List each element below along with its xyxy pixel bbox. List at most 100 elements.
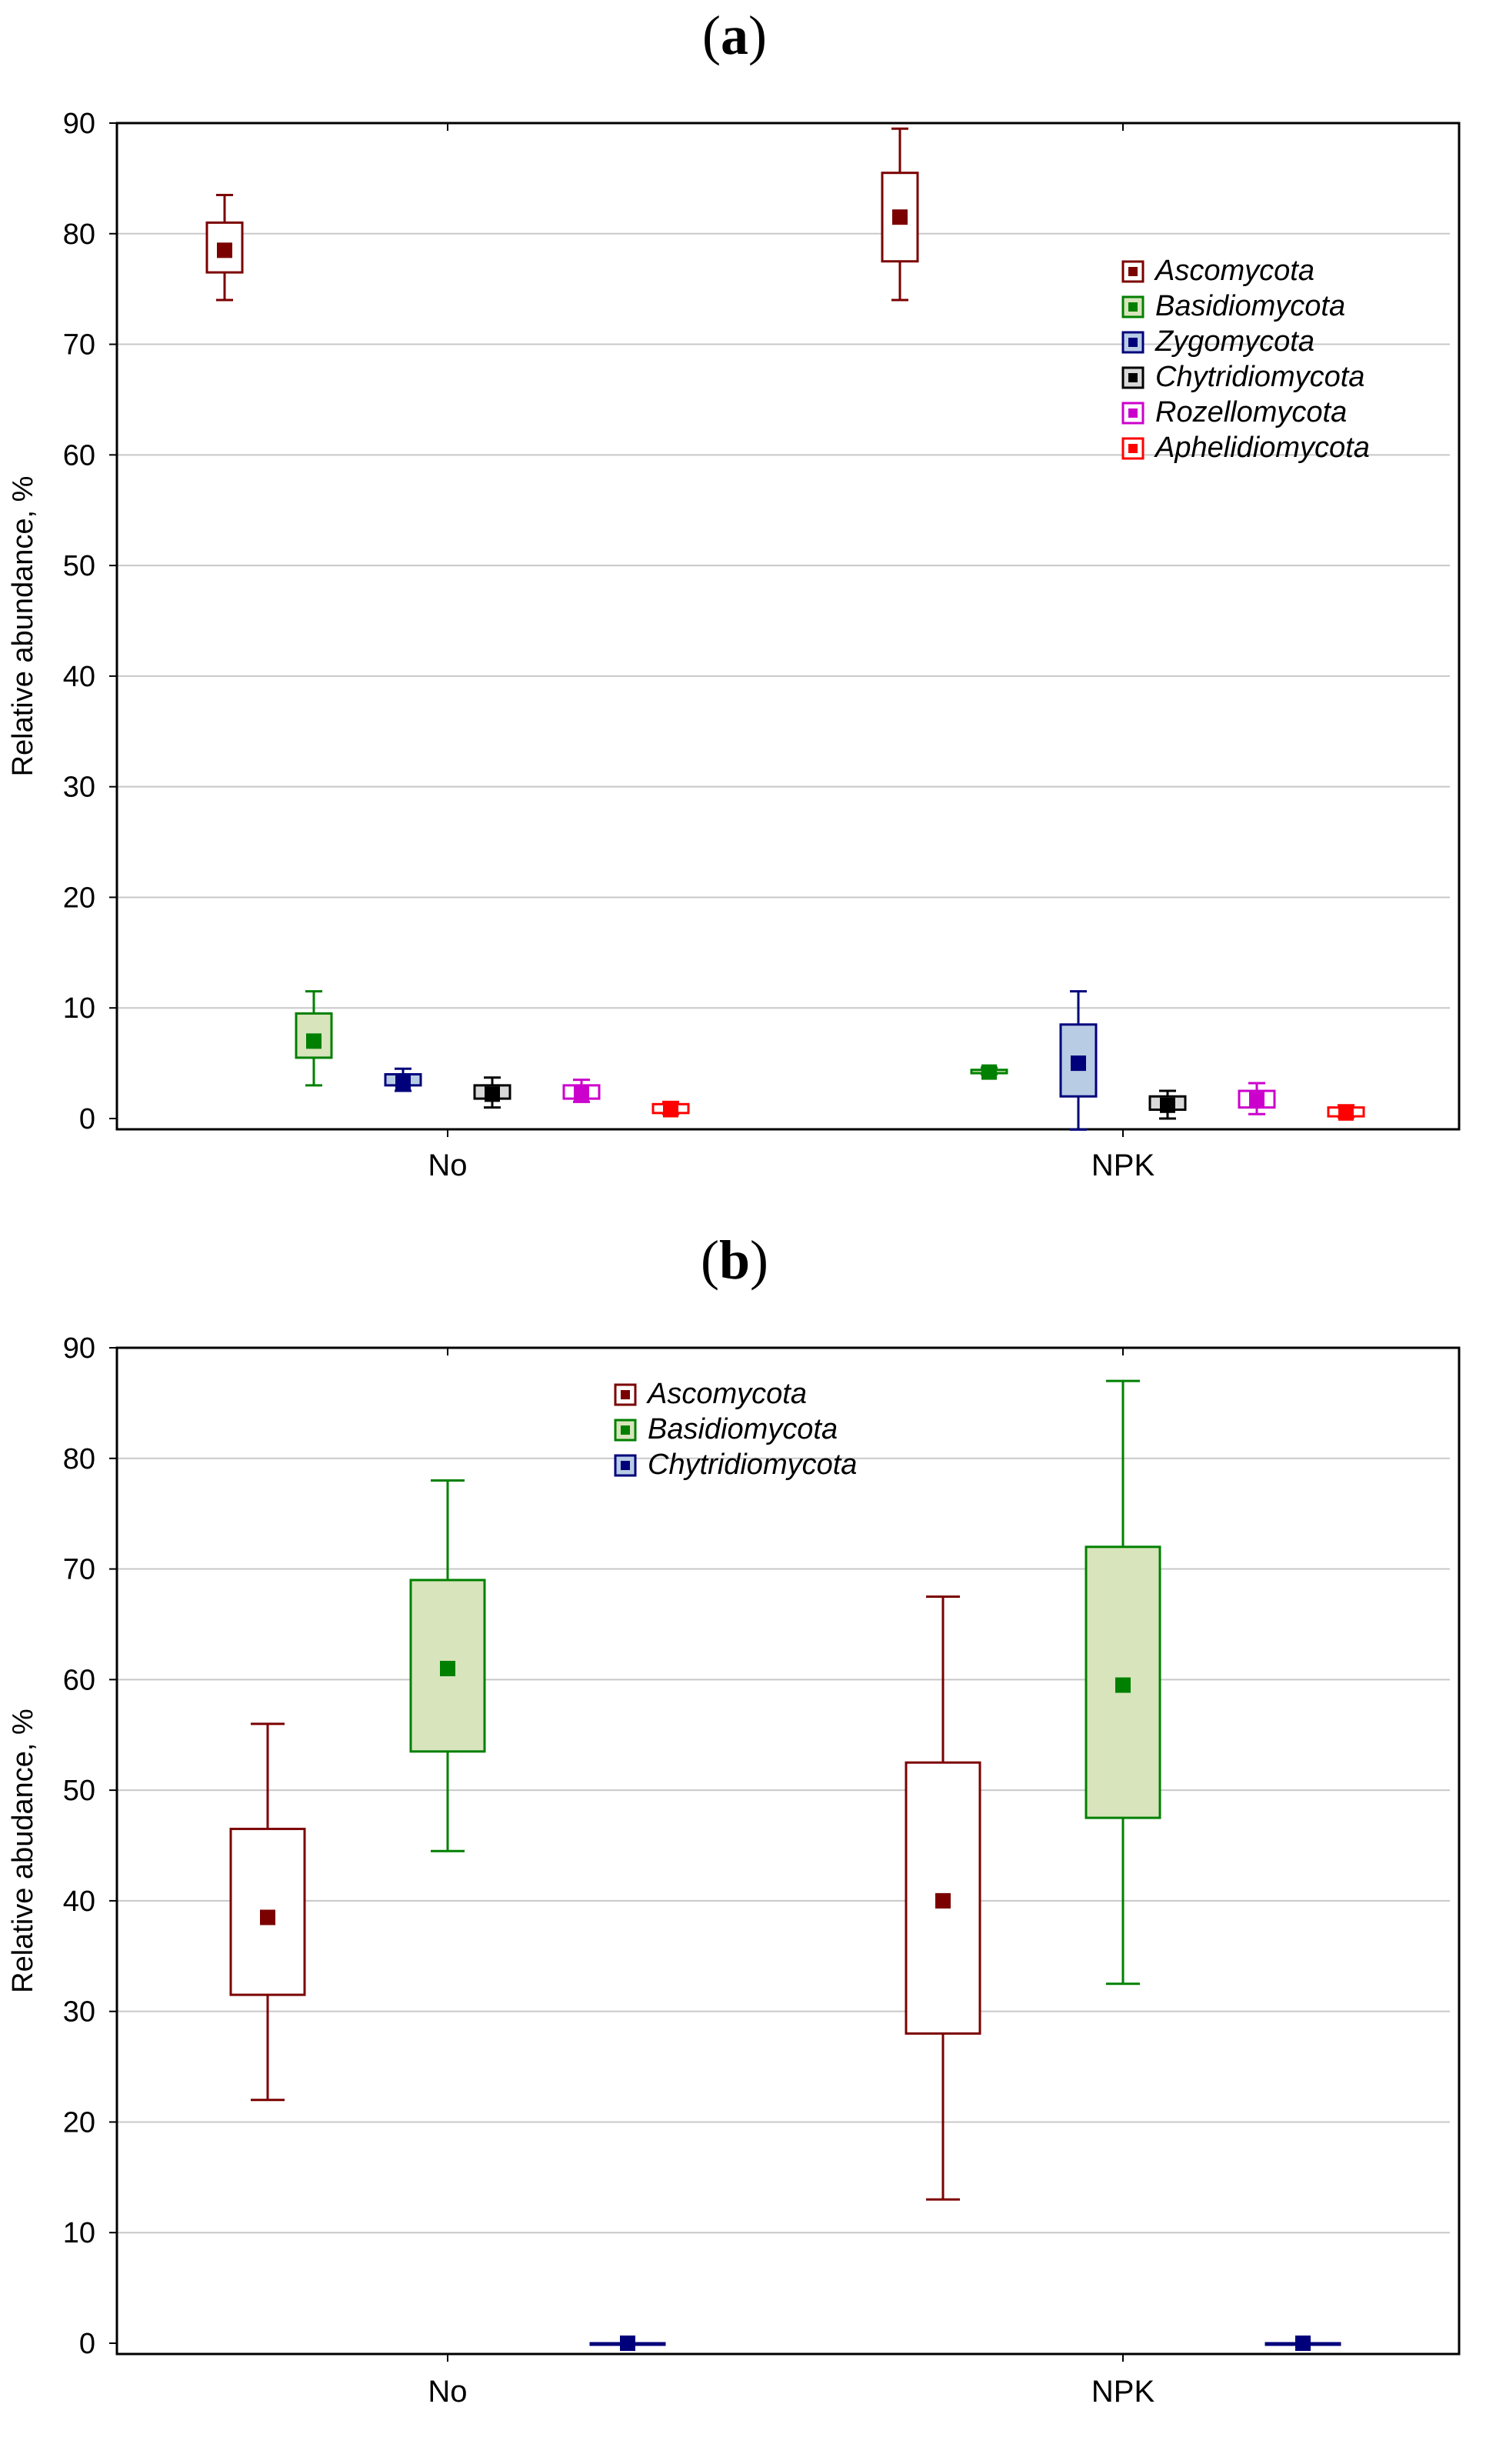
y-tick-label: 50: [63, 1775, 95, 1807]
y-tick-label: 30: [63, 1996, 95, 2029]
legend-swatch-marker: [1128, 302, 1138, 312]
legend-swatch-marker: [1128, 408, 1138, 418]
panel-label: (a): [702, 5, 767, 66]
median-marker: [395, 1075, 411, 1091]
panel-label-close: ): [750, 1229, 768, 1291]
y-tick-label: 40: [63, 1886, 95, 1918]
legend-item: Ascomycota: [614, 1378, 807, 1410]
y-tick-label: 70: [63, 329, 95, 362]
box-zygomycota-npk: [1059, 990, 1098, 1131]
y-tick-label: 10: [63, 992, 95, 1025]
legend-item: Rozellomycota: [1121, 396, 1347, 428]
median-marker: [440, 1660, 455, 1676]
panel-label-open: (: [702, 5, 721, 66]
y-tick-label: 60: [63, 1664, 95, 1696]
legend-label: Ascomycota: [1154, 255, 1314, 287]
box-zygomycota-no: [384, 1067, 422, 1092]
box-chytridiomycota-no: [473, 1076, 511, 1109]
y-tick-label: 90: [63, 1332, 95, 1365]
legend-label: Basidiomycota: [1155, 290, 1345, 322]
median-marker: [981, 1064, 997, 1080]
legend-item: Chytridiomycota: [1121, 361, 1364, 393]
y-axis-label: Relative abundance, %: [7, 476, 39, 777]
x-category-label: NPK: [1091, 1149, 1155, 1182]
median-marker: [574, 1085, 589, 1101]
legend-swatch-marker: [621, 1425, 630, 1435]
legend-swatch-marker: [1128, 444, 1138, 453]
panel-label: (b): [701, 1229, 768, 1291]
box-basidiomycota-no: [409, 1479, 486, 1852]
legend-swatch: [614, 1383, 637, 1406]
plot-frame: [115, 122, 1461, 1131]
legend-item: Basidiomycota: [614, 1413, 838, 1445]
legend-swatch-marker: [621, 1461, 630, 1470]
y-tick-label: 80: [63, 218, 95, 251]
legend-swatch: [1121, 402, 1144, 425]
chart-panel-a: (a) 0 10 20 30 40 50 60 70 80 90 No NPK Relative abun…: [7, 5, 1461, 1182]
y-tick-label: 0: [79, 2328, 95, 2360]
legend-label: Chytridiomycota: [648, 1449, 857, 1481]
box-rozellomycota-no: [562, 1079, 601, 1103]
y-axis-label: Relative abudance, %: [7, 1709, 39, 1993]
median-marker: [620, 2336, 635, 2351]
median-marker: [1338, 1105, 1354, 1121]
box-basidiomycota-npk: [970, 1064, 1008, 1080]
box-aphelidiomycota-no: [651, 1100, 690, 1118]
box-chytridiomycota-npk: [1148, 1089, 1187, 1120]
x-category-label: NPK: [1091, 2375, 1155, 2409]
legend-label: Rozellomycota: [1155, 396, 1347, 428]
box-rozellomycota-npk: [1238, 1082, 1276, 1115]
x-category-label: No: [428, 2375, 467, 2409]
median-marker: [1249, 1092, 1264, 1108]
legend-swatch: [1121, 331, 1144, 354]
legend-item: Chytridiomycota: [614, 1449, 857, 1481]
box-basidiomycota-npk: [1085, 1379, 1161, 1986]
y-tick-label: 70: [63, 1554, 95, 1586]
legend-label: Aphelidiomycota: [1154, 432, 1370, 464]
chart-panel-b: (b) 0 10 20 30 40 50 60 70 80 90 No NPK Relative abud…: [7, 1229, 1461, 2409]
legend-swatch-marker: [1128, 267, 1138, 276]
median-marker: [1115, 1677, 1131, 1693]
median-marker: [1071, 1055, 1086, 1072]
median-marker: [1160, 1097, 1175, 1113]
y-tick-label: 30: [63, 772, 95, 804]
y-tick-label: 20: [63, 882, 95, 914]
legend-item: Aphelidiomycota: [1121, 432, 1370, 464]
box-chytridiomycota-no: [589, 2336, 666, 2351]
median-marker: [1295, 2336, 1311, 2351]
median-marker: [663, 1102, 678, 1118]
median-marker: [485, 1086, 500, 1102]
legend-swatch: [1121, 437, 1144, 460]
panel-label-close: ): [748, 5, 767, 66]
box-basidiomycota-no: [295, 990, 333, 1087]
box-chytridiomycota-npk: [1264, 2336, 1341, 2351]
median-marker: [217, 242, 232, 258]
y-tick-label: 20: [63, 2106, 95, 2139]
y-tick-label: 90: [63, 108, 95, 140]
x-category-label: No: [428, 1149, 467, 1182]
y-tick-label: 40: [63, 661, 95, 693]
y-tick-label: 0: [79, 1103, 95, 1135]
box-ascomycota-npk: [905, 1595, 981, 2201]
box-aphelidiomycota-npk: [1327, 1104, 1365, 1121]
legend-swatch-marker: [1128, 338, 1138, 347]
legend: AscomycotaBasidiomycotaZygomycotaChytrid…: [1121, 255, 1370, 464]
box-ascomycota-no: [229, 1722, 306, 2102]
iqr-box: [1059, 1023, 1098, 1098]
legend-label: Zygomycota: [1154, 325, 1314, 358]
legend-label: Ascomycota: [646, 1378, 807, 1410]
legend-item: Basidiomycota: [1121, 290, 1345, 322]
y-tick-label: 50: [63, 550, 95, 582]
median-marker: [306, 1033, 322, 1049]
plot-frame: [115, 1346, 1461, 2356]
panel-label-letter: b: [719, 1229, 750, 1291]
median-marker: [260, 1909, 275, 1926]
median-marker: [892, 209, 908, 225]
box-ascomycota-npk: [881, 127, 919, 302]
panel-label-letter: a: [721, 5, 748, 66]
legend-item: Ascomycota: [1121, 255, 1314, 287]
legend-item: Zygomycota: [1121, 325, 1314, 358]
